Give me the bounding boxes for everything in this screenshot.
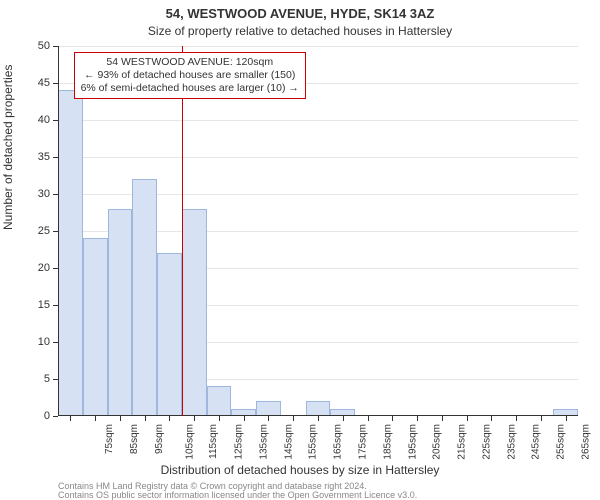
histogram-plot: 54 WESTWOOD AVENUE: 120sqm← 93% of detac… (58, 46, 578, 416)
x-tick-mark (417, 416, 418, 421)
y-tick-mark (53, 305, 58, 306)
y-tick-mark (53, 157, 58, 158)
x-tick-label: 115sqm (208, 424, 219, 459)
x-tick-mark (318, 416, 319, 421)
x-tick-label: 85sqm (129, 424, 140, 454)
x-tick-mark (343, 416, 344, 421)
x-tick-label: 265sqm (580, 424, 591, 460)
y-tick-label: 10 (30, 336, 50, 348)
x-tick-label: 105sqm (184, 424, 195, 460)
x-tick-label: 135sqm (259, 424, 270, 460)
x-tick-label: 255sqm (556, 424, 567, 460)
x-tick-label: 75sqm (104, 424, 115, 454)
x-tick-label: 145sqm (283, 424, 294, 460)
y-tick-label: 0 (30, 410, 50, 422)
x-tick-mark (516, 416, 517, 421)
y-tick-label: 50 (30, 40, 50, 52)
x-tick-label: 235sqm (506, 424, 517, 460)
y-tick-mark (53, 268, 58, 269)
x-tick-label: 215sqm (457, 424, 468, 460)
x-tick-label: 175sqm (358, 424, 369, 460)
y-tick-mark (53, 83, 58, 84)
y-tick-mark (53, 120, 58, 121)
annotation-line: 6% of semi-detached houses are larger (1… (81, 82, 299, 95)
x-tick-label: 125sqm (234, 424, 245, 460)
y-tick-label: 20 (30, 262, 50, 274)
x-tick-mark (541, 416, 542, 421)
subject-marker-line (182, 46, 183, 416)
plot-border (58, 46, 578, 416)
x-tick-label: 205sqm (432, 424, 443, 460)
x-tick-mark (491, 416, 492, 421)
y-tick-label: 5 (30, 373, 50, 385)
footer-attribution: Contains HM Land Registry data © Crown c… (58, 482, 417, 500)
x-tick-mark (169, 416, 170, 421)
annotation-line: 54 WESTWOOD AVENUE: 120sqm (81, 56, 299, 69)
y-tick-mark (53, 46, 58, 47)
y-tick-mark (53, 194, 58, 195)
x-tick-label: 95sqm (154, 424, 165, 454)
y-tick-label: 35 (30, 151, 50, 163)
page-subtitle: Size of property relative to detached ho… (0, 24, 600, 38)
x-tick-mark (145, 416, 146, 421)
x-tick-mark (219, 416, 220, 421)
annotation-line: ← 93% of detached houses are smaller (15… (81, 69, 299, 82)
x-tick-mark (368, 416, 369, 421)
x-tick-label: 225sqm (481, 424, 492, 460)
footer-line-2: Contains OS public sector information li… (58, 490, 417, 500)
x-tick-mark (120, 416, 121, 421)
chart-root: { "title_line1": "54, WESTWOOD AVENUE, H… (0, 0, 600, 500)
y-tick-label: 45 (30, 77, 50, 89)
x-tick-mark (566, 416, 567, 421)
x-tick-label: 195sqm (407, 424, 418, 460)
x-tick-mark (392, 416, 393, 421)
y-tick-mark (53, 231, 58, 232)
y-axis-label: Number of detached properties (1, 65, 15, 230)
x-tick-mark (268, 416, 269, 421)
y-tick-label: 40 (30, 114, 50, 126)
x-tick-mark (442, 416, 443, 421)
y-tick-label: 30 (30, 188, 50, 200)
x-tick-mark (95, 416, 96, 421)
page-title: 54, WESTWOOD AVENUE, HYDE, SK14 3AZ (0, 6, 600, 21)
x-tick-mark (244, 416, 245, 421)
x-axis-label: Distribution of detached houses by size … (0, 463, 600, 477)
y-tick-mark (53, 416, 58, 417)
x-tick-mark (467, 416, 468, 421)
x-tick-label: 185sqm (382, 424, 393, 460)
y-tick-label: 15 (30, 299, 50, 311)
x-tick-label: 245sqm (531, 424, 542, 460)
x-tick-mark (293, 416, 294, 421)
x-tick-mark (194, 416, 195, 421)
x-tick-label: 155sqm (308, 424, 319, 460)
y-tick-label: 25 (30, 225, 50, 237)
y-tick-mark (53, 342, 58, 343)
annotation-box: 54 WESTWOOD AVENUE: 120sqm← 93% of detac… (74, 52, 306, 99)
x-tick-mark (70, 416, 71, 421)
x-tick-label: 165sqm (333, 424, 344, 460)
y-tick-mark (53, 379, 58, 380)
